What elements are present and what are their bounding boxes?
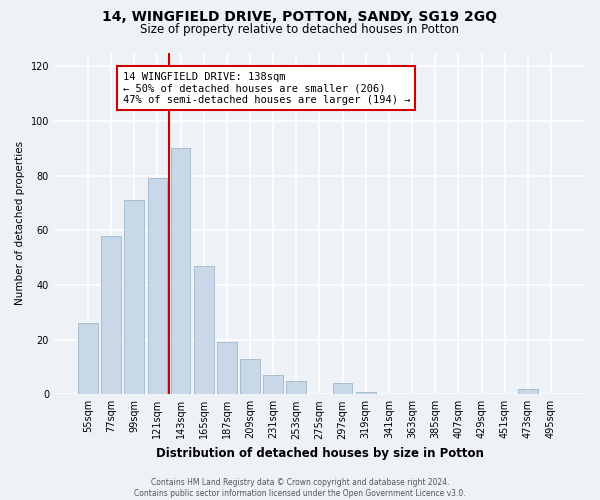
Y-axis label: Number of detached properties: Number of detached properties (15, 142, 25, 306)
Bar (217, 342, 236, 394)
Bar (124, 200, 144, 394)
Bar (148, 178, 167, 394)
Bar (333, 384, 352, 394)
Bar (518, 389, 538, 394)
Bar (263, 375, 283, 394)
Bar (170, 148, 190, 394)
Text: Size of property relative to detached houses in Potton: Size of property relative to detached ho… (140, 22, 460, 36)
X-axis label: Distribution of detached houses by size in Potton: Distribution of detached houses by size … (155, 447, 484, 460)
Text: Contains HM Land Registry data © Crown copyright and database right 2024.
Contai: Contains HM Land Registry data © Crown c… (134, 478, 466, 498)
Bar (240, 359, 260, 394)
Bar (356, 392, 376, 394)
Bar (78, 323, 98, 394)
Bar (286, 380, 306, 394)
Text: 14, WINGFIELD DRIVE, POTTON, SANDY, SG19 2GQ: 14, WINGFIELD DRIVE, POTTON, SANDY, SG19… (103, 10, 497, 24)
Bar (101, 236, 121, 394)
Text: 14 WINGFIELD DRIVE: 138sqm
← 50% of detached houses are smaller (206)
47% of sem: 14 WINGFIELD DRIVE: 138sqm ← 50% of deta… (122, 72, 410, 105)
Bar (194, 266, 214, 394)
